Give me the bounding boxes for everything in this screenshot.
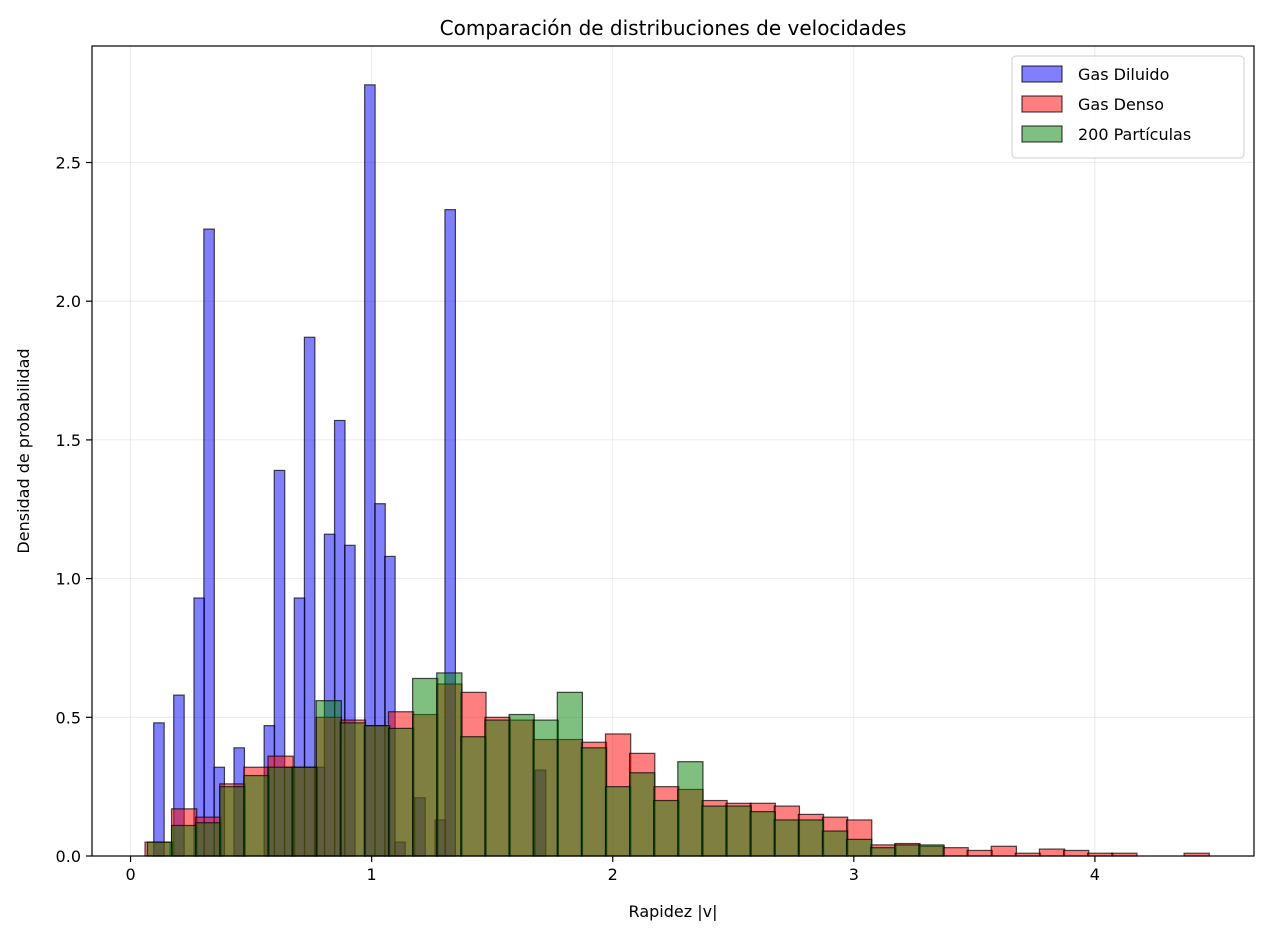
legend-swatch (1021, 65, 1063, 83)
histogram-bar (1038, 848, 1066, 857)
histogram-bar (170, 824, 198, 857)
histogram-bar (990, 845, 1018, 857)
x-tick-label: 2 (608, 865, 618, 884)
plot-frame (91, 45, 1255, 857)
x-tick-label: 4 (1090, 865, 1100, 884)
legend: Gas Diluido Gas Denso 200 Partículas (1011, 55, 1245, 159)
histogram-bar (821, 830, 849, 857)
legend-swatch (1021, 95, 1063, 113)
y-tick-label: 2.5 (56, 154, 81, 173)
chart-title: Comparación de distribuciones de velocid… (440, 16, 907, 40)
histogram-bar (556, 691, 584, 857)
histogram-bar (894, 844, 921, 857)
histogram-bar (797, 819, 825, 857)
histogram-bar (653, 799, 680, 857)
histogram-bar (604, 786, 632, 857)
y-tick-label: 0.5 (56, 708, 81, 727)
histogram-bar (203, 228, 215, 857)
histogram-bar (508, 713, 535, 857)
histogram-bar (942, 847, 969, 857)
axis-ticks: 0 1 2 3 4 0.0 0.5 1.0 1.5 2.0 2.5 (56, 154, 1100, 884)
histogram-bar (291, 766, 318, 857)
histogram-bar (243, 774, 270, 857)
histogram-bar (629, 772, 656, 857)
histogram-bar (436, 672, 463, 857)
histogram-bar (339, 722, 367, 857)
y-tick-label: 0.0 (56, 847, 81, 866)
histogram-bar (412, 677, 439, 857)
legend-label: Gas Diluido (1078, 65, 1169, 84)
series-2-bars (146, 672, 945, 857)
histogram-bar (219, 786, 246, 857)
histogram-bar (870, 847, 897, 857)
legend-label: Gas Denso (1078, 95, 1164, 114)
histogram-bar (918, 844, 945, 857)
histogram-bar (701, 805, 728, 857)
histogram-bar (363, 725, 391, 857)
histogram-bar (146, 841, 174, 857)
histogram-bar (725, 805, 752, 857)
histogram-bar (1062, 849, 1090, 857)
histogram-bar (315, 700, 342, 857)
histogram-bar (966, 849, 993, 857)
legend-box (1011, 55, 1245, 159)
x-axis-label: Rapidez |v| (629, 902, 718, 921)
histogram-bar (677, 761, 704, 857)
histogram-bar (153, 722, 165, 857)
histogram-bars (144, 84, 1210, 857)
y-tick-label: 1.5 (56, 431, 81, 450)
y-tick-label: 2.0 (56, 292, 81, 311)
histogram-bar (845, 838, 873, 857)
histogram-bar (387, 727, 415, 857)
histogram-bar (267, 766, 294, 857)
x-tick-label: 0 (125, 865, 135, 884)
histogram-bar (460, 736, 487, 857)
legend-swatch (1021, 125, 1063, 143)
x-tick-label: 3 (849, 865, 859, 884)
histogram-bar (195, 822, 222, 857)
legend-label: 200 Partículas (1078, 125, 1191, 144)
histogram-bar (580, 747, 608, 857)
y-tick-label: 1.0 (56, 570, 81, 589)
x-tick-label: 1 (367, 865, 377, 884)
y-axis-label: Densidad de probabilidad (14, 348, 33, 553)
histogram-bar (773, 819, 800, 857)
histogram-bar (749, 811, 776, 857)
histogram-bar (532, 719, 559, 857)
histogram-bar (484, 719, 511, 857)
